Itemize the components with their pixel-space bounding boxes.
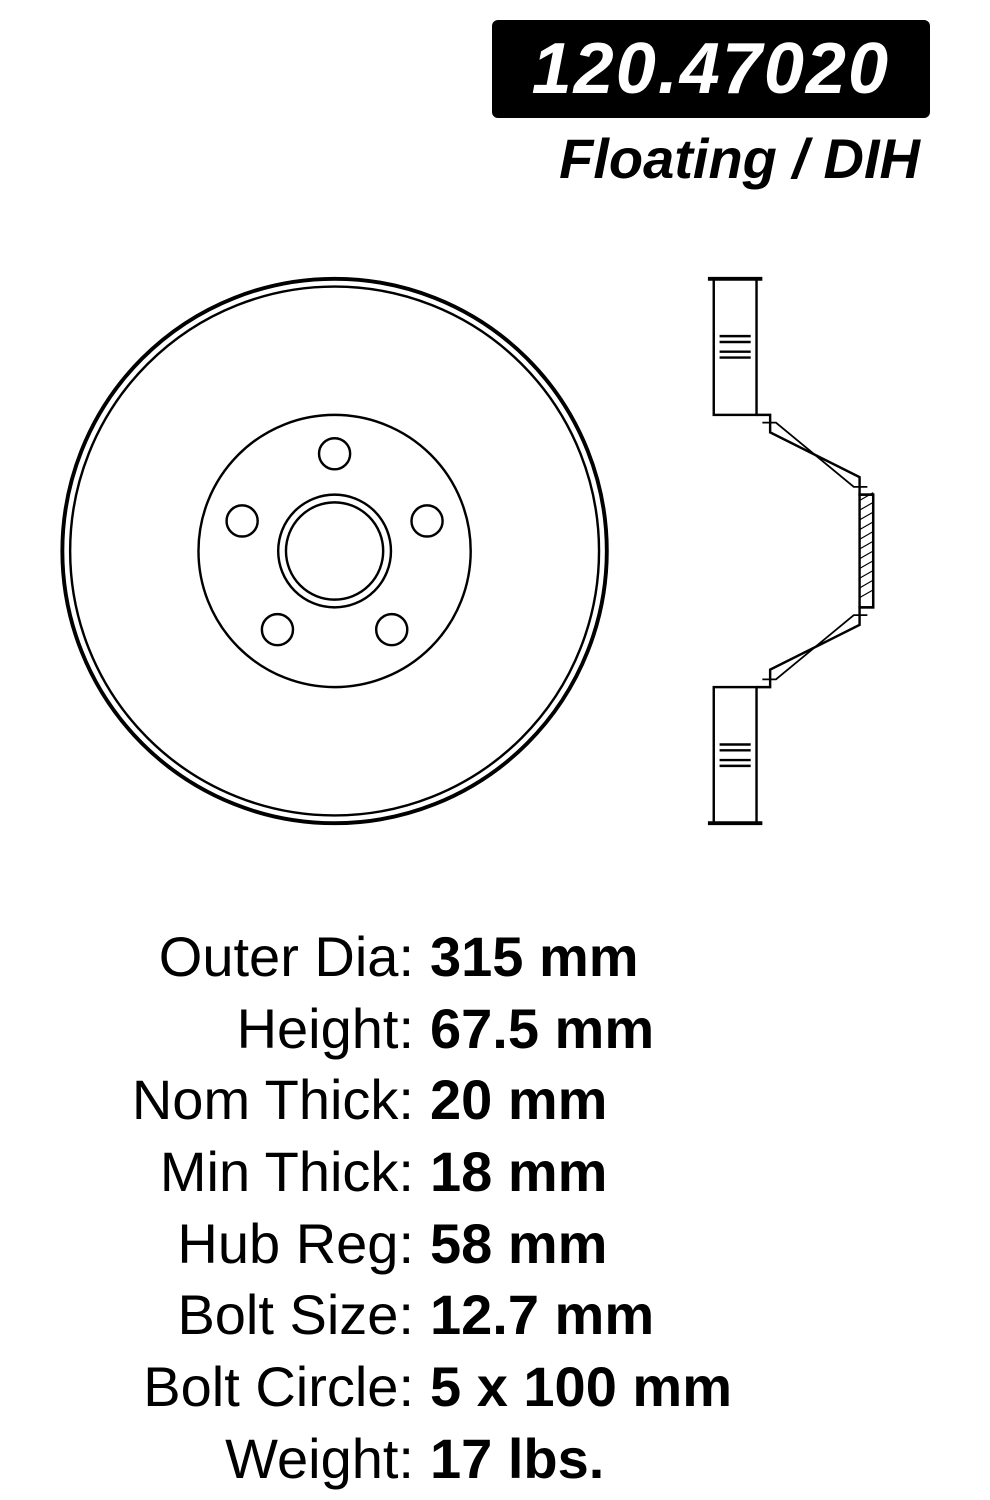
spec-label: Hub Reg:	[100, 1208, 430, 1280]
spec-value: 67.5 mm	[430, 993, 654, 1065]
spec-value: 5 x 100 mm	[430, 1351, 732, 1423]
subtitle: Floating / DIH	[559, 126, 920, 191]
spec-row: Weight:17 lbs.	[100, 1423, 990, 1495]
rotor-diagram	[0, 201, 990, 901]
spec-row: Bolt Size:12.7 mm	[100, 1279, 990, 1351]
spec-label: Nom Thick:	[100, 1064, 430, 1136]
specs-table: Outer Dia:315 mmHeight:67.5 mmNom Thick:…	[0, 921, 990, 1494]
spec-row: Bolt Circle:5 x 100 mm	[100, 1351, 990, 1423]
spec-row: Min Thick:18 mm	[100, 1136, 990, 1208]
header: 120.47020 Floating / DIH	[0, 0, 990, 191]
spec-value: 58 mm	[430, 1208, 607, 1280]
spec-row: Hub Reg:58 mm	[100, 1208, 990, 1280]
spec-row: Height:67.5 mm	[100, 993, 990, 1065]
spec-label: Outer Dia:	[100, 921, 430, 993]
spec-value: 315 mm	[430, 921, 639, 993]
spec-value: 12.7 mm	[430, 1279, 654, 1351]
spec-label: Bolt Size:	[100, 1279, 430, 1351]
spec-value: 18 mm	[430, 1136, 607, 1208]
part-number-box: 120.47020	[492, 20, 930, 118]
spec-row: Outer Dia:315 mm	[100, 921, 990, 993]
spec-value: 20 mm	[430, 1064, 607, 1136]
spec-label: Height:	[100, 993, 430, 1065]
spec-label: Min Thick:	[100, 1136, 430, 1208]
spec-label: Bolt Circle:	[100, 1351, 430, 1423]
spec-value: 17 lbs.	[430, 1423, 604, 1495]
part-number: 120.47020	[532, 29, 890, 109]
diagram-area	[0, 201, 990, 901]
spec-row: Nom Thick:20 mm	[100, 1064, 990, 1136]
spec-label: Weight:	[100, 1423, 430, 1495]
